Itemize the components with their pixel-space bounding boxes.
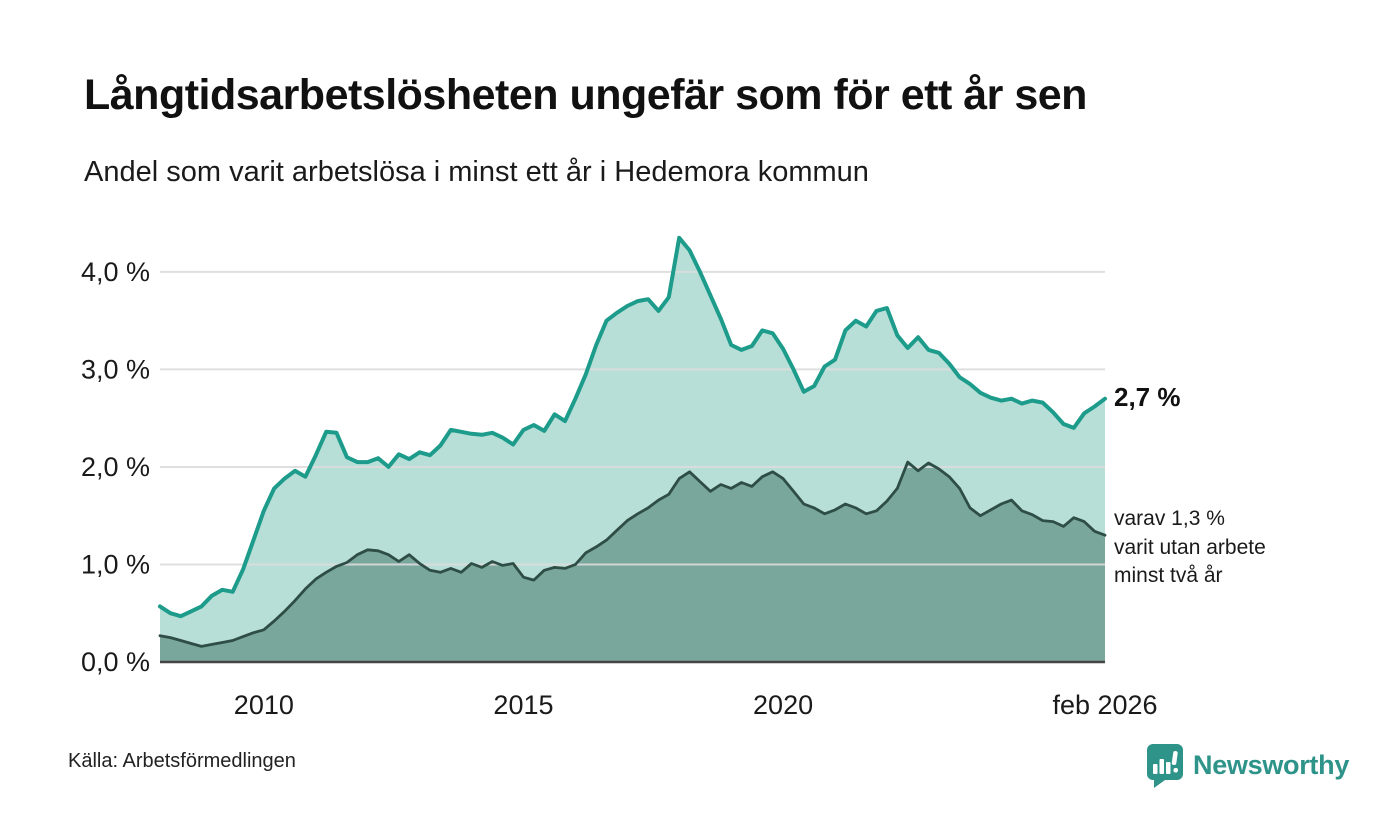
page-title: Långtidsarbetslösheten ungefär som för e… [84, 71, 1087, 119]
x-tick-label: 2010 [234, 690, 294, 720]
end-label-total: 2,7 % [1114, 381, 1181, 412]
x-tick-label: feb 2026 [1052, 690, 1157, 720]
series-total-line [158, 235, 1107, 619]
y-tick-label: 0,0 % [81, 647, 150, 677]
y-tick-label: 2,0 % [81, 452, 150, 482]
newsworthy-logo: Newsworthy [1143, 742, 1349, 788]
source-text: Källa: Arbetsförmedlingen [68, 750, 296, 772]
newsworthy-logo-text: Newsworthy [1193, 749, 1350, 780]
y-tick-label: 1,0 % [81, 549, 150, 579]
x-tick-label: 2015 [493, 690, 553, 720]
newsworthy-logo-icon [1143, 742, 1183, 788]
y-tick-label: 4,0 % [81, 257, 150, 287]
y-tick-label: 3,0 % [81, 354, 150, 384]
chart-subtitle: Andel som varit arbetslösa i minst ett å… [84, 156, 869, 188]
x-tick-label: 2020 [753, 690, 813, 720]
series-twoyear-area [160, 462, 1105, 662]
series-twoyear-line [158, 460, 1107, 648]
end-label-twoyear: varav 1,3 % varit utan arbete minst två … [1114, 507, 1266, 587]
